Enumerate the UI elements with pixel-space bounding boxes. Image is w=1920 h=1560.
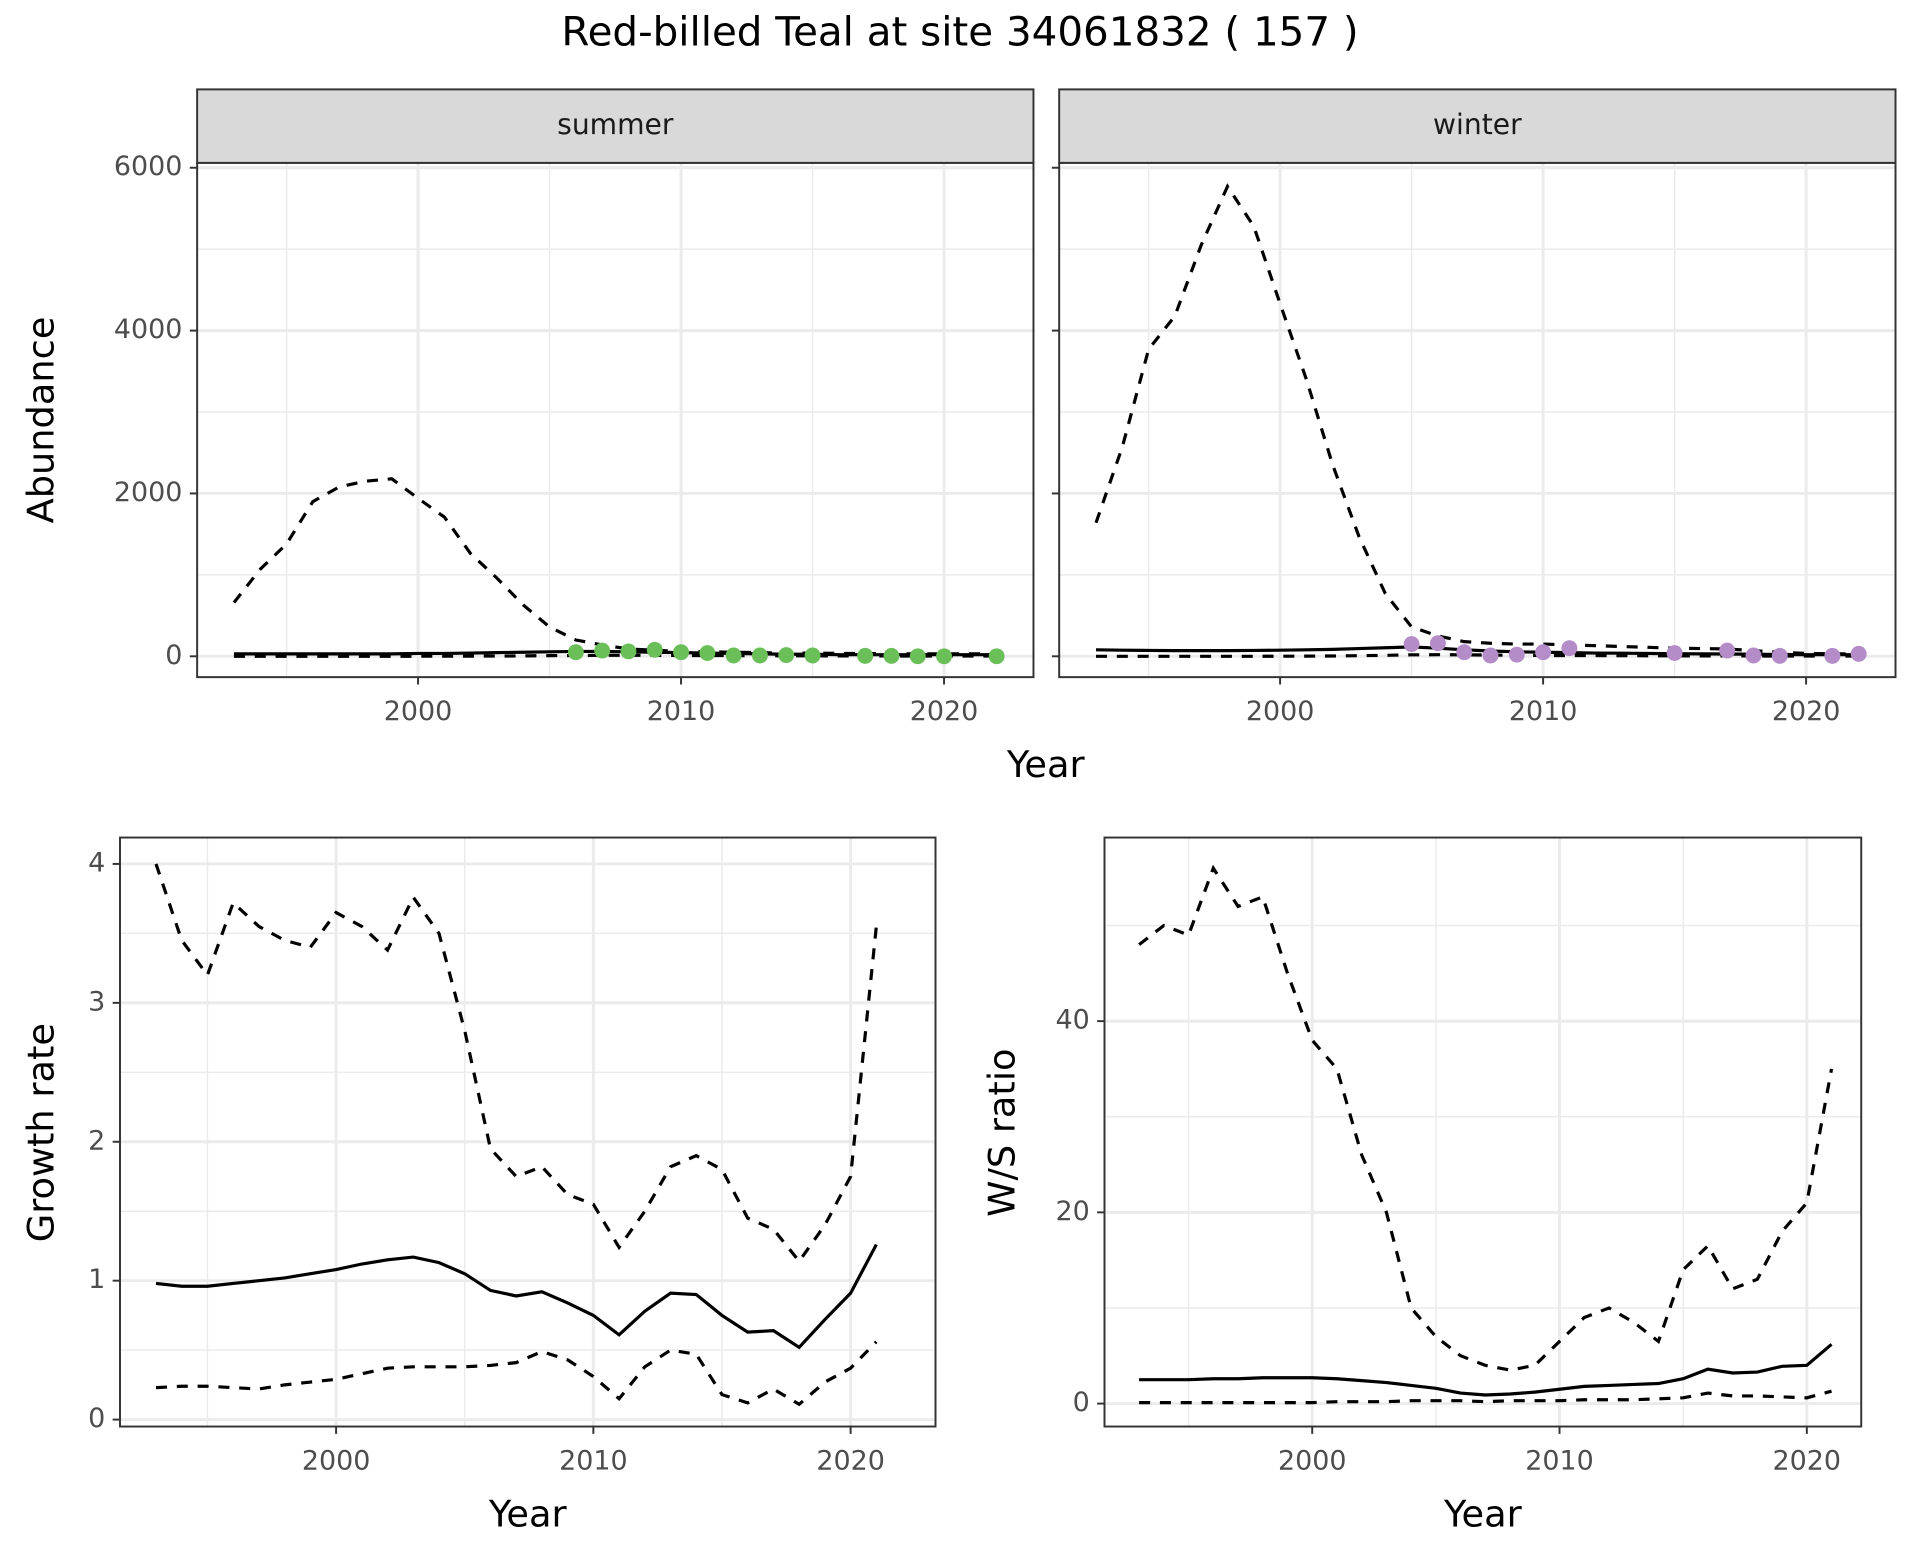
x-tick-label: 2010 [647,696,716,727]
y-axis-label: Growth rate [19,1023,62,1242]
x-tick-label: 2020 [1772,696,1841,727]
panel-border [1103,836,1863,1428]
x-axis-label: Year [1006,743,1086,786]
data-point [1771,647,1788,664]
x-axis-label: Year [1443,1492,1523,1535]
data-point [988,648,1005,665]
data-point [1508,646,1525,663]
x-tick-label: 2010 [1509,696,1578,727]
data-point [778,647,795,664]
data-point [1719,642,1736,659]
estimate-line [1139,1343,1833,1397]
data-point [1561,640,1578,657]
panel-border [119,836,937,1428]
y-tick-label: 3 [88,986,105,1017]
data-point [620,643,637,660]
strip-background [196,88,1035,164]
data-point [883,647,900,664]
x-tick-label: 2000 [302,1446,371,1477]
data-point [673,644,690,661]
x-tick-label: 2010 [1525,1446,1594,1477]
data-point [1850,645,1867,662]
y-tick-label: 20 [1056,1196,1090,1227]
y-tick-label: 2 [88,1125,105,1156]
figure-title: Red-billed Teal at site 34061832 ( 157 ) [561,7,1358,55]
data-point [725,647,742,664]
x-tick-label: 2010 [559,1446,628,1477]
data-point [1824,647,1841,664]
y-tick-label: 0 [88,1403,105,1434]
y-tick-label: 2000 [114,477,183,508]
data-point [751,647,768,664]
data-point [594,642,611,659]
y-tick-label: 40 [1056,1005,1090,1036]
strip-label: winter [1433,108,1522,141]
interval-line [154,863,878,1264]
data-point [1535,644,1552,661]
data-point [1456,644,1473,661]
y-tick-label: 4000 [114,314,183,345]
data-point [699,645,716,661]
y-tick-label: 4 [88,847,105,878]
interval-line [155,1340,878,1407]
data-point [646,641,663,658]
x-tick-label: 2020 [1773,1446,1842,1477]
data-point [936,648,953,665]
data-point [1429,635,1446,652]
strip-label: summer [557,108,674,141]
strip-background [1058,88,1897,164]
data-point [857,647,874,664]
y-axis-label: W/S ratio [981,1048,1024,1216]
x-tick-label: 2000 [1246,696,1315,727]
data-point [1666,645,1683,661]
interval-line [1138,864,1834,1372]
data-point [1403,636,1420,653]
y-tick-label: 6000 [114,151,183,182]
data-point [1482,647,1499,664]
data-point [909,648,926,665]
estimate-line [155,1243,878,1350]
interval-line [233,653,997,658]
interval-line [1096,653,1859,658]
x-tick-label: 2020 [816,1446,885,1477]
y-tick-label: 0 [1073,1387,1090,1418]
x-tick-label: 2000 [384,696,453,727]
data-point [1745,647,1762,664]
y-tick-label: 0 [165,640,182,671]
y-axis-label: Abundance [19,317,62,524]
data-point [567,644,584,661]
x-tick-label: 2020 [910,696,979,727]
x-axis-label: Year [488,1492,568,1535]
y-tick-label: 1 [88,1264,105,1295]
x-tick-label: 2000 [1278,1446,1347,1477]
data-point [804,647,821,664]
